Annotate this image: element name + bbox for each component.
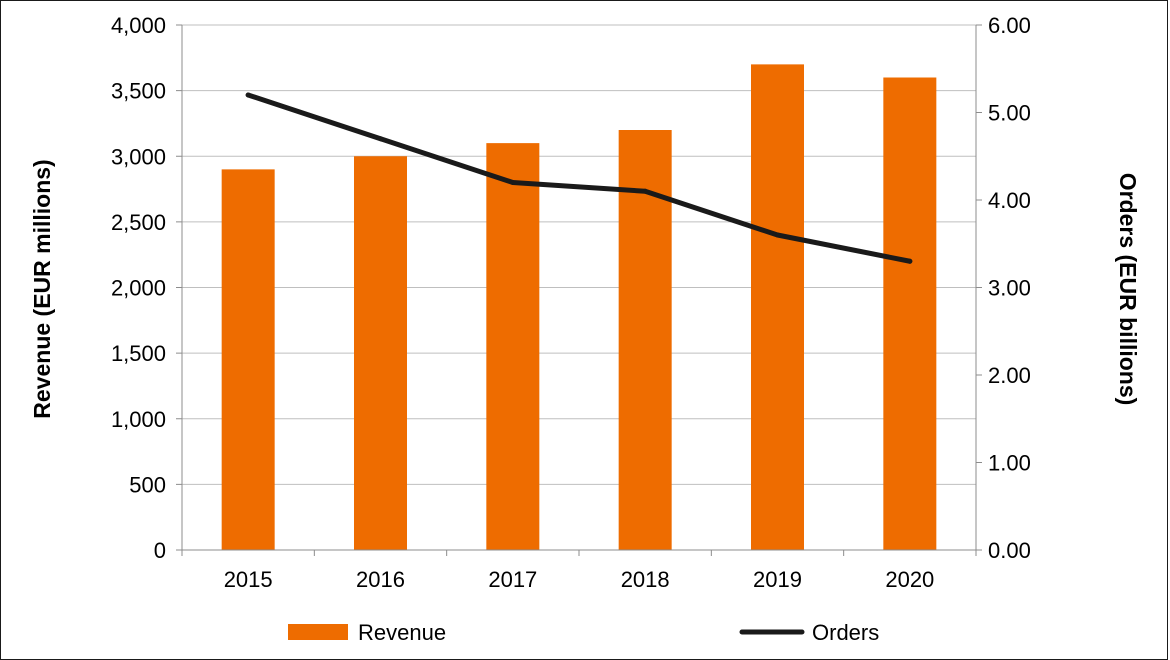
right-tick-label: 3.00 bbox=[988, 276, 1031, 301]
revenue-bars bbox=[221, 64, 937, 550]
x-tick-label: 2015 bbox=[224, 567, 273, 592]
x-tick-label: 2016 bbox=[356, 567, 405, 592]
left-tick-label: 2,000 bbox=[111, 276, 166, 301]
x-tick-label: 2019 bbox=[753, 567, 802, 592]
right-axis-title: Orders (EUR billions) bbox=[1115, 173, 1141, 406]
right-axis-ticks: 0.00 1.00 2.00 3.00 4.00 5.00 6.00 bbox=[988, 13, 1031, 563]
left-axis-title: Revenue (EUR millions) bbox=[29, 159, 55, 418]
orders-point bbox=[775, 232, 780, 238]
left-tick-label: 1,000 bbox=[111, 407, 166, 432]
revenue-bar bbox=[486, 143, 540, 550]
legend-revenue-label: Revenue bbox=[358, 620, 446, 645]
orders-line bbox=[245, 92, 913, 264]
right-tick-label: 4.00 bbox=[988, 188, 1031, 213]
orders-point bbox=[907, 258, 913, 264]
legend: Revenue Orders bbox=[288, 620, 879, 645]
x-axis-ticks: 2015 2016 2017 2018 2019 2020 bbox=[224, 567, 935, 592]
legend-revenue-swatch bbox=[288, 624, 348, 640]
right-tick-label: 2.00 bbox=[988, 363, 1031, 388]
left-tick-label: 3,500 bbox=[111, 79, 166, 104]
axes bbox=[176, 24, 982, 556]
right-tick-label: 6.00 bbox=[988, 13, 1031, 38]
revenue-bar bbox=[883, 77, 937, 550]
orders-line-layer bbox=[245, 92, 913, 264]
x-tick-label: 2017 bbox=[488, 567, 537, 592]
gridlines bbox=[182, 24, 976, 485]
right-tick-label: 1.00 bbox=[988, 451, 1031, 476]
left-axis-ticks: 0 500 1,000 1,500 2,000 2,500 3,000 3,500 4,000 bbox=[111, 13, 166, 563]
left-tick-label: 0 bbox=[154, 538, 166, 563]
orders-point bbox=[245, 92, 251, 98]
revenue-bar bbox=[354, 156, 407, 550]
revenue-bar bbox=[618, 130, 672, 550]
revenue-bar bbox=[751, 64, 804, 550]
left-tick-label: 3,000 bbox=[111, 144, 166, 169]
left-tick-label: 500 bbox=[129, 472, 166, 497]
left-tick-label: 2,500 bbox=[111, 210, 166, 235]
legend-orders-label: Orders bbox=[812, 620, 879, 645]
left-tick-label: 1,500 bbox=[111, 341, 166, 366]
left-tick-label: 4,000 bbox=[111, 13, 166, 38]
right-tick-label: 5.00 bbox=[988, 101, 1031, 126]
x-tick-label: 2018 bbox=[621, 567, 670, 592]
right-tick-label: 0.00 bbox=[988, 538, 1031, 563]
orders-point bbox=[378, 136, 383, 142]
x-tick-label: 2020 bbox=[885, 567, 934, 592]
revenue-bar bbox=[221, 169, 275, 550]
orders-point bbox=[642, 188, 648, 194]
orders-point bbox=[510, 180, 516, 185]
